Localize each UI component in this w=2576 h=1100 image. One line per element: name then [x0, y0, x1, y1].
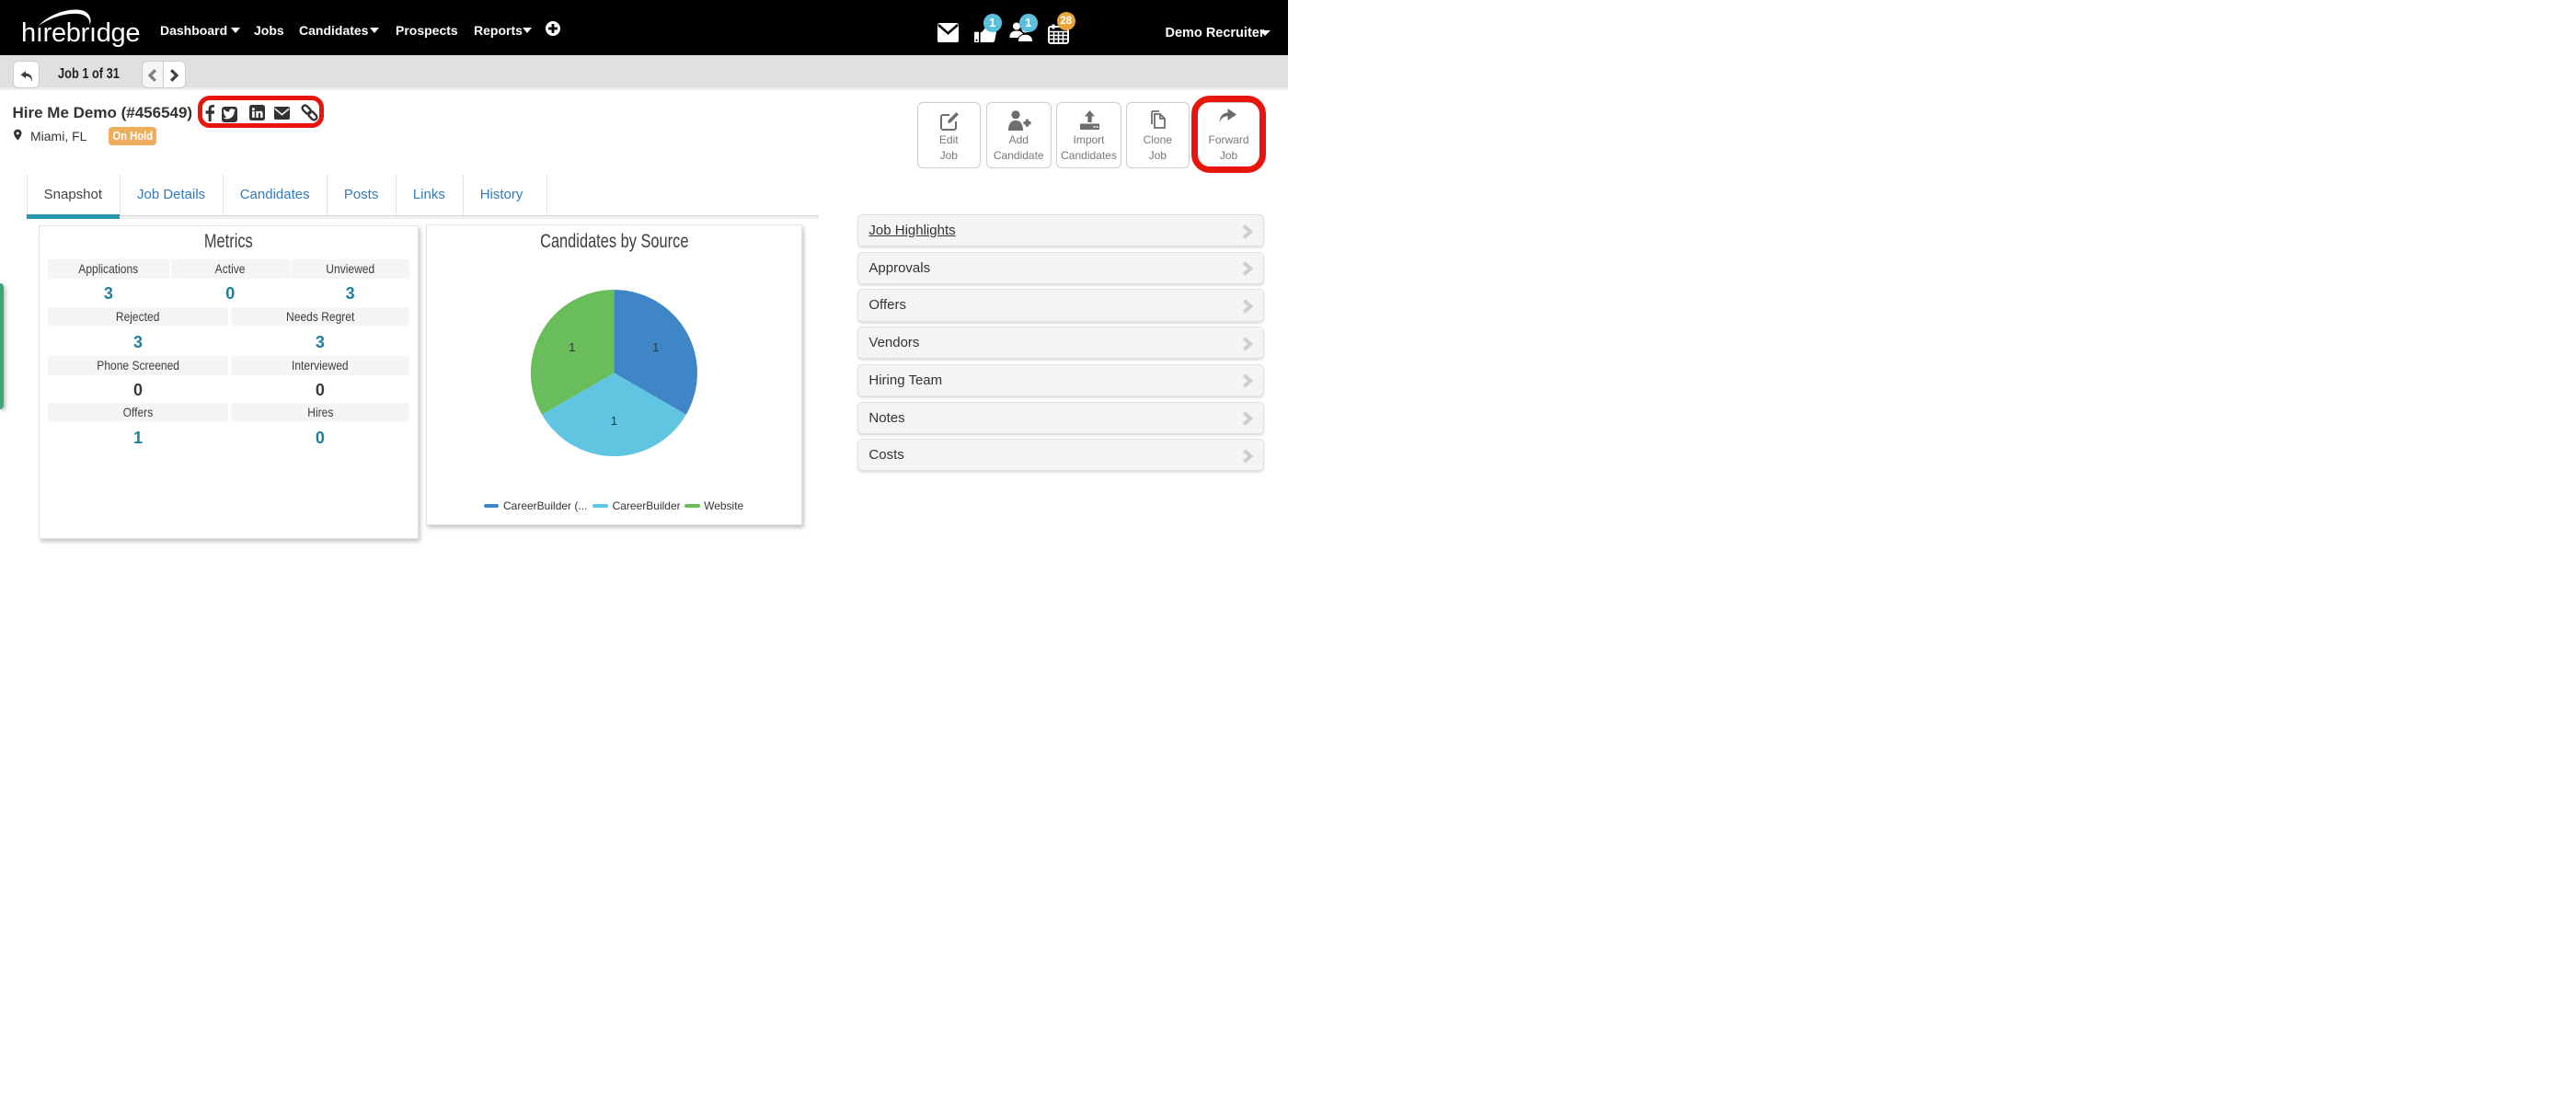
svg-text:1: 1	[652, 340, 659, 354]
svg-text:1: 1	[611, 413, 617, 427]
svg-text:1: 1	[569, 340, 575, 354]
